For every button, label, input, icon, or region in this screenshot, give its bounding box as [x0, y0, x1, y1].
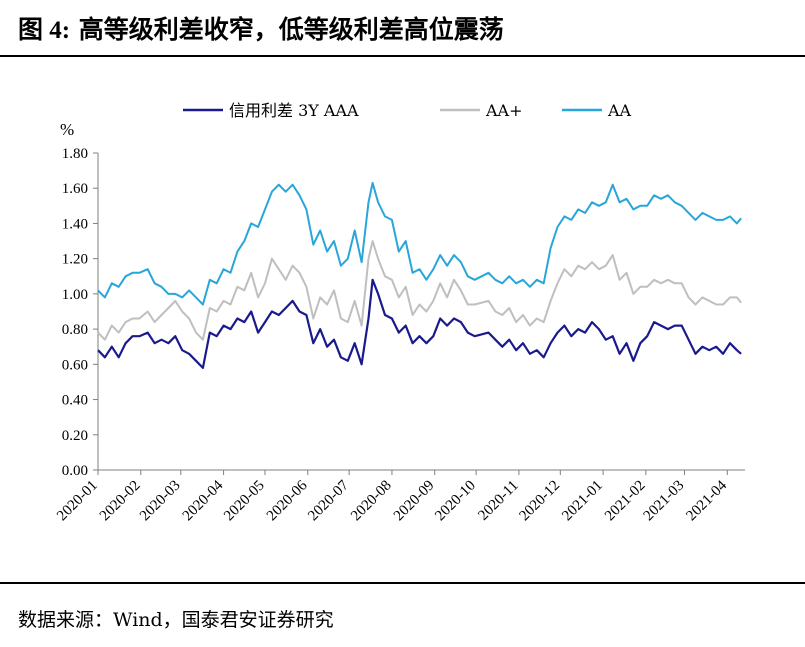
- figure-title: 图 4: 高等级利差收窄，低等级利差高位震荡: [18, 10, 504, 46]
- credit-spread-line-chart: 信用利差 3Y AAA AA+ AA % 0.00 0.20 0.40 0.60 0.80 1…: [54, 101, 745, 524]
- chart-legend: 信用利差 3Y AAA AA+ AA: [183, 101, 632, 120]
- x-tick-label: 2020-10: [432, 478, 479, 525]
- x-tick-label: 2021-03: [641, 478, 688, 525]
- x-tick-label: 2020-04: [180, 477, 227, 524]
- x-tick-label: 2021-04: [683, 477, 730, 524]
- x-tick-label: 2020-06: [264, 477, 311, 524]
- y-tick-label: 0.00: [62, 463, 88, 479]
- x-tick-label: 2020-03: [137, 478, 184, 525]
- legend-label: 信用利差 3Y AAA: [229, 101, 359, 120]
- y-tick-label: 0.20: [62, 428, 88, 444]
- chart-series: [97, 181, 742, 369]
- x-tick-label: 2021-01: [559, 478, 606, 525]
- legend-label: AA+: [485, 101, 523, 120]
- figure-title-text: 高等级利差收窄，低等级利差高位震荡: [78, 15, 504, 44]
- chart-axes: 0.00 0.20 0.40 0.60 0.80 1.00 1.20 1.40 1.60 1.80…: [54, 146, 745, 524]
- y-tick-label: 1.80: [62, 146, 88, 162]
- legend-label: AA: [607, 101, 632, 120]
- x-tick-label: 2020-09: [391, 478, 438, 525]
- top-rule: [0, 55, 805, 57]
- y-tick-label: 1.60: [62, 181, 88, 197]
- y-tick-label: 1.00: [62, 287, 88, 303]
- x-tick-label: 2020-11: [475, 478, 521, 524]
- x-tick-label: 2020-07: [305, 477, 352, 524]
- y-tick-label: 0.80: [62, 322, 88, 338]
- series-line-aaa: [97, 278, 742, 369]
- y-tick-label: 1.20: [62, 252, 88, 268]
- x-tick-label: 2020-02: [97, 478, 144, 525]
- figure-label: 图 4:: [18, 17, 71, 44]
- data-source-note: 数据来源：Wind，国泰君安证券研究: [18, 609, 334, 631]
- bottom-rule: [0, 582, 805, 584]
- series-line-aa-plus: [97, 240, 742, 341]
- y-tick-label: 1.40: [62, 216, 88, 232]
- series-line-aa: [97, 181, 742, 306]
- y-tick-label: 0.60: [62, 357, 88, 373]
- y-tick-label: 0.40: [62, 393, 88, 409]
- x-tick-label: 2020-05: [221, 478, 268, 525]
- x-tick-label: 2020-08: [348, 478, 395, 525]
- y-axis-unit: %: [60, 120, 74, 139]
- x-tick-label: 2020-12: [516, 478, 563, 525]
- x-tick-label: 2020-01: [54, 478, 101, 525]
- x-tick-label: 2021-02: [602, 478, 649, 525]
